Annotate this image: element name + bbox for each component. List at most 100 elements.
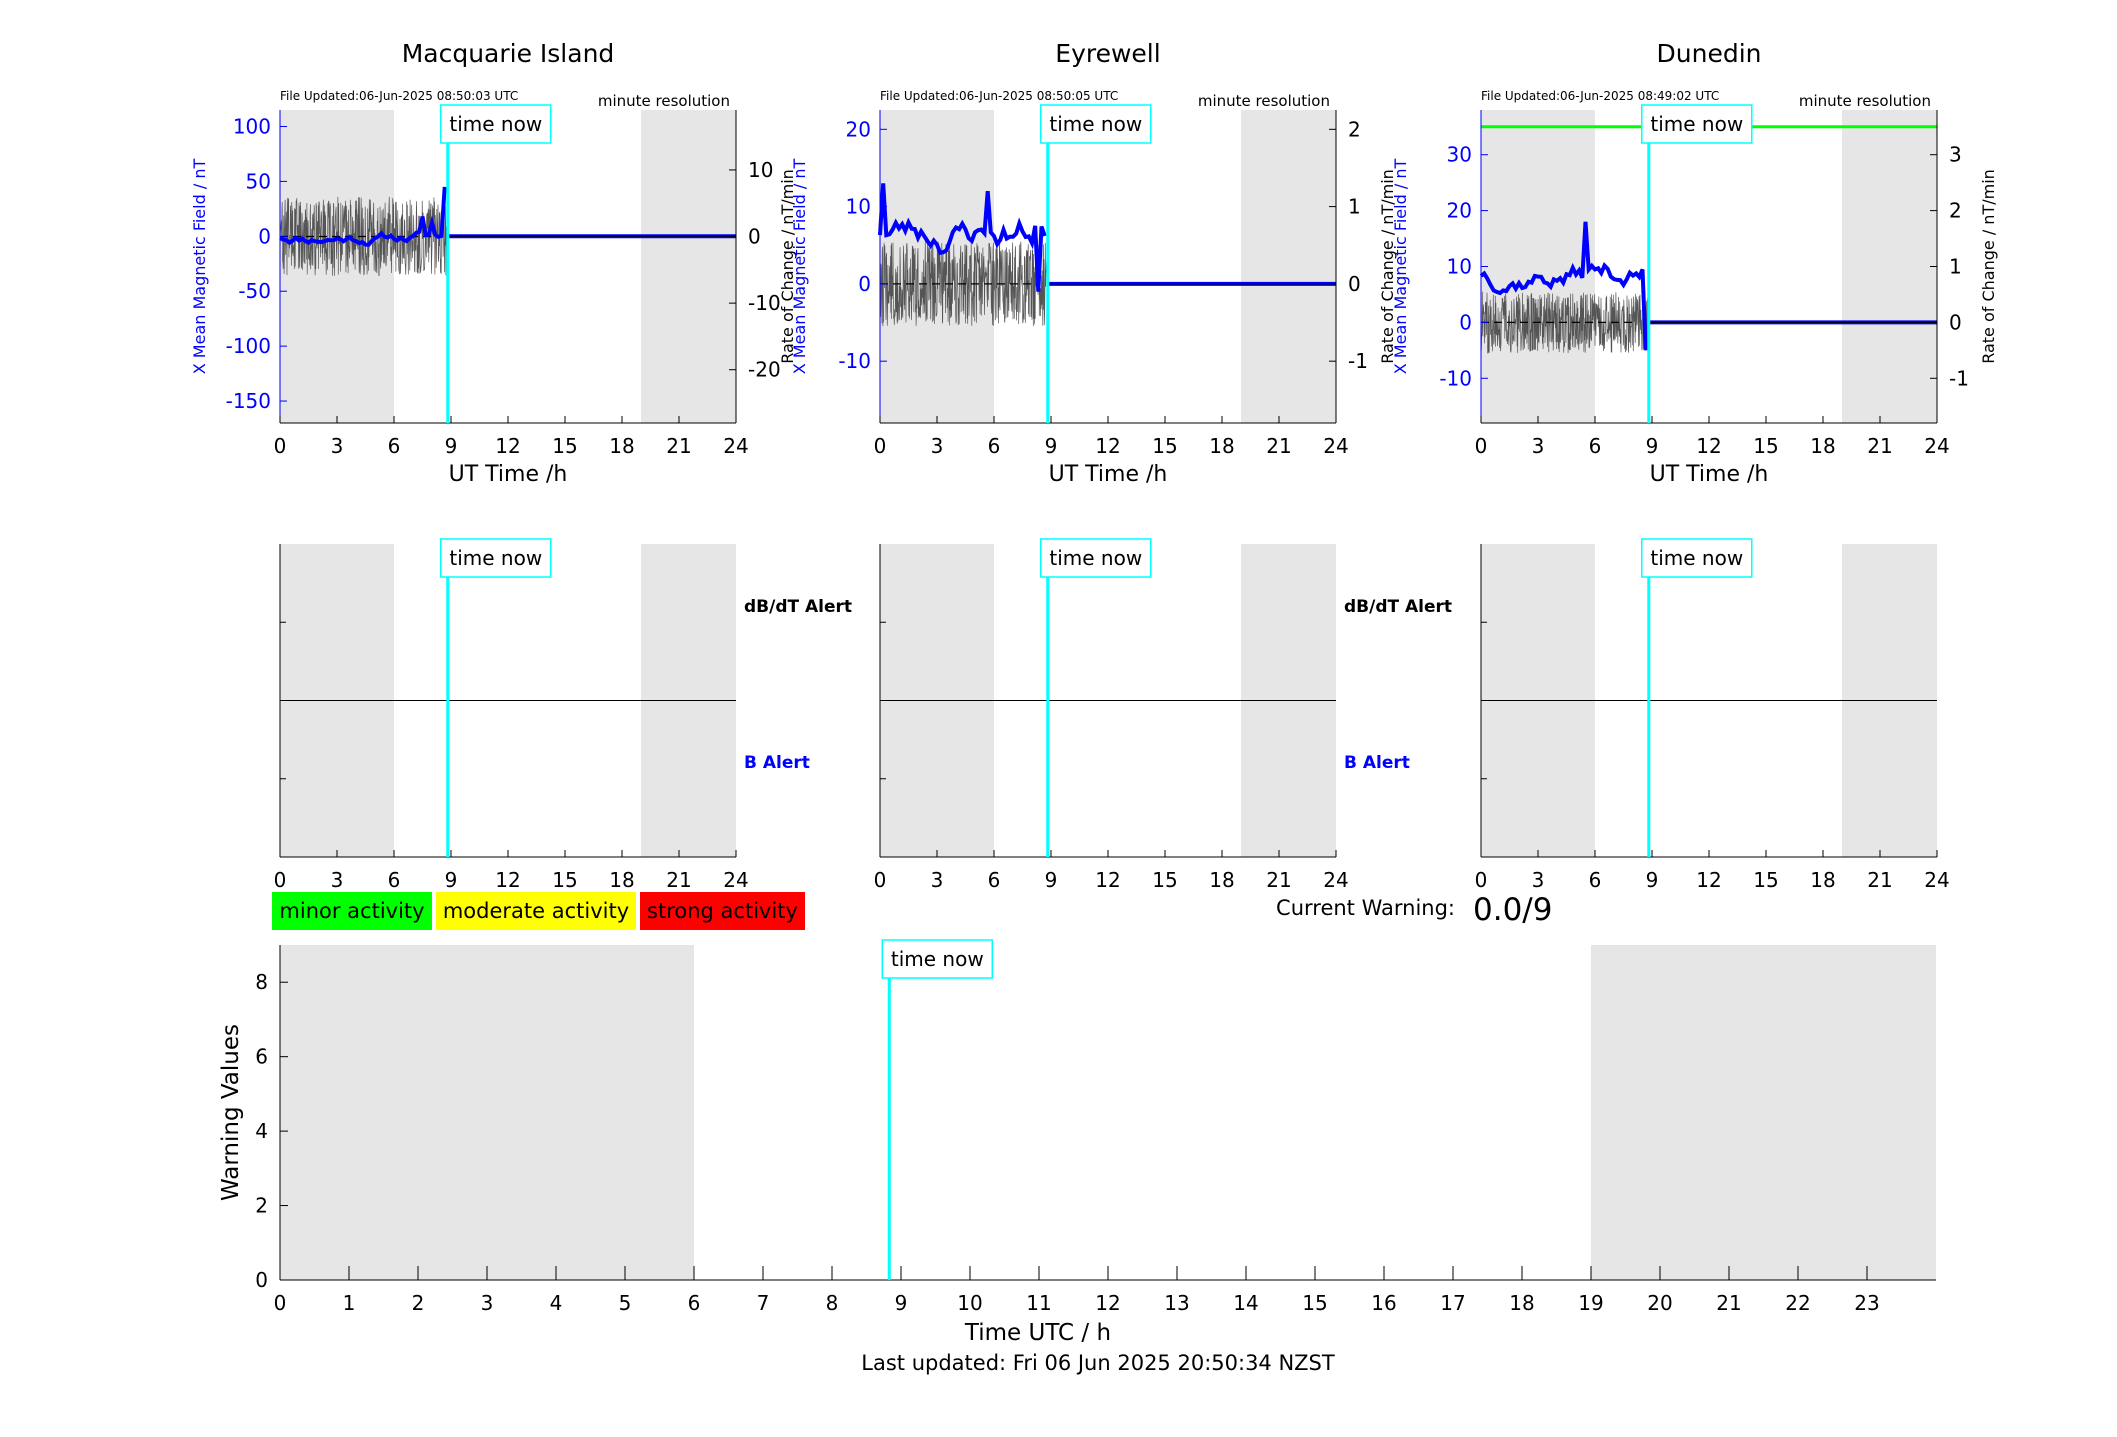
x-tick-label: 15 [1302, 1291, 1327, 1315]
left-tick-label: 10 [1447, 255, 1472, 279]
left-tick-label: 10 [846, 195, 871, 219]
x-tick-label: 21 [1867, 434, 1892, 458]
night-shading [1842, 110, 1937, 423]
x-tick-label: 3 [331, 868, 344, 892]
right-tick-label: 2 [1348, 117, 1361, 141]
last-updated-text: Last updated: Fri 06 Jun 2025 20:50:34 N… [861, 1351, 1335, 1375]
magnetic-field-trace [279, 186, 447, 247]
night-shading [1241, 110, 1336, 423]
x-tick-label: 15 [552, 434, 577, 458]
x-tick-label: 9 [1045, 434, 1058, 458]
db-dt-alert-label: dB/dT Alert [744, 597, 852, 617]
x-tick-label: 21 [1716, 1291, 1741, 1315]
left-tick-label: -100 [226, 334, 271, 358]
x-tick-label: 15 [1152, 868, 1177, 892]
right-tick-label: 3 [1949, 143, 1962, 167]
left-tick-label: 0 [1459, 310, 1472, 334]
file-updated-text: File Updated:06-Jun-2025 08:49:02 UTC [1481, 89, 1719, 103]
x-tick-label: 10 [957, 1291, 982, 1315]
legend-swatch [436, 892, 636, 930]
right-tick-label: -1 [1348, 349, 1368, 373]
left-tick-label: -10 [838, 349, 871, 373]
x-tick-label: 5 [619, 1291, 632, 1315]
station-title: Dunedin [1657, 39, 1762, 68]
station-title: Eyrewell [1055, 39, 1160, 68]
legend-swatch [272, 892, 432, 930]
rate-of-change-trace [1480, 291, 1648, 354]
x-tick-label: 12 [1095, 434, 1120, 458]
time-now-label: time now [1049, 546, 1142, 570]
time-now-box [881, 939, 994, 979]
x-tick-label: 13 [1164, 1291, 1189, 1315]
x-tick-label: 0 [874, 868, 887, 892]
right-axis-label: Rate of Change / nT/min [1378, 169, 1397, 364]
y-tick-label: 6 [255, 1045, 268, 1069]
station-title: Macquarie Island [402, 39, 615, 68]
db-dt-alert-label: dB/dT Alert [1344, 597, 1452, 617]
x-tick-label: 3 [931, 868, 944, 892]
x-tick-label: 15 [1753, 434, 1778, 458]
x-tick-label: 21 [1266, 868, 1291, 892]
x-tick-label: 18 [1209, 868, 1234, 892]
legend-swatch [640, 892, 805, 930]
x-tick-label: 0 [274, 434, 287, 458]
x-tick-label: 15 [1152, 434, 1177, 458]
x-tick-label: 9 [1045, 868, 1058, 892]
alert-panel-dunedin: 0 3 6 9 12 15 18 21 24 time now [1475, 538, 1950, 892]
x-tick-label: 0 [1475, 868, 1488, 892]
left-tick-label: 30 [1447, 143, 1472, 167]
night-shading [280, 945, 694, 1280]
activity-legend: minor activity moderate activity strong ac… [272, 892, 805, 930]
right-tick-label: 0 [748, 225, 761, 249]
x-tick-label: 0 [874, 434, 887, 458]
right-tick-label: -1 [1949, 366, 1969, 390]
current-warning-readout: Current Warning: 0.0/9 [1276, 892, 1552, 928]
x-tick-label: 21 [1266, 434, 1291, 458]
x-tick-label: 6 [988, 868, 1001, 892]
time-now-box [440, 538, 552, 578]
y-tick-label: 8 [255, 970, 268, 994]
legend-label: minor activity [279, 899, 424, 923]
x-tick-label: 18 [1209, 434, 1234, 458]
time-now-box [440, 104, 552, 144]
right-tick-label: 2 [1949, 199, 1962, 223]
left-tick-label: 20 [1447, 199, 1472, 223]
x-tick-label: 24 [1924, 868, 1949, 892]
alert-panel-eyrewell: 0 3 6 9 12 15 18 21 24 time now dB/dT Alert B Alert [874, 538, 1452, 892]
x-tick-label: 3 [481, 1291, 494, 1315]
right-tick-label: 1 [1348, 195, 1361, 219]
night-shading [1591, 945, 1936, 1280]
time-now-box [1040, 104, 1152, 144]
y-tick-label: 0 [255, 1268, 268, 1292]
x-axis-label: Time UTC / h [964, 1320, 1111, 1346]
left-tick-label: -50 [238, 279, 271, 303]
b-alert-label: B Alert [744, 753, 810, 773]
right-tick-label: -20 [748, 358, 781, 382]
left-tick-label: 100 [233, 114, 271, 138]
time-now-box [1641, 538, 1753, 578]
x-tick-label: 21 [1867, 868, 1892, 892]
right-tick-label: 0 [1348, 272, 1361, 296]
x-tick-label: 9 [445, 868, 458, 892]
legend-label: moderate activity [443, 899, 629, 923]
x-tick-label: 24 [723, 434, 748, 458]
right-tick-label: 1 [1949, 255, 1962, 279]
time-now-box [1040, 538, 1152, 578]
legend-label: strong activity [647, 899, 798, 923]
x-tick-label: 9 [895, 1291, 908, 1315]
current-warning-value: 0.0/9 [1473, 892, 1552, 928]
x-tick-label: 12 [1696, 868, 1721, 892]
x-tick-label: 23 [1854, 1291, 1879, 1315]
night-shading [641, 110, 736, 423]
file-updated-text: File Updated:06-Jun-2025 08:50:05 UTC [880, 89, 1118, 103]
x-tick-label: 3 [1532, 868, 1545, 892]
x-tick-label: 12 [1095, 1291, 1120, 1315]
x-tick-label: 12 [1095, 868, 1120, 892]
left-tick-label: 0 [258, 224, 271, 248]
x-tick-label: 6 [388, 434, 401, 458]
current-warning-label: Current Warning: [1276, 896, 1455, 920]
station-field-panels: Macquarie Island File Updated:06-Jun-2025… [190, 39, 1998, 487]
right-tick-label: -10 [748, 291, 781, 315]
x-tick-label: 12 [1696, 434, 1721, 458]
